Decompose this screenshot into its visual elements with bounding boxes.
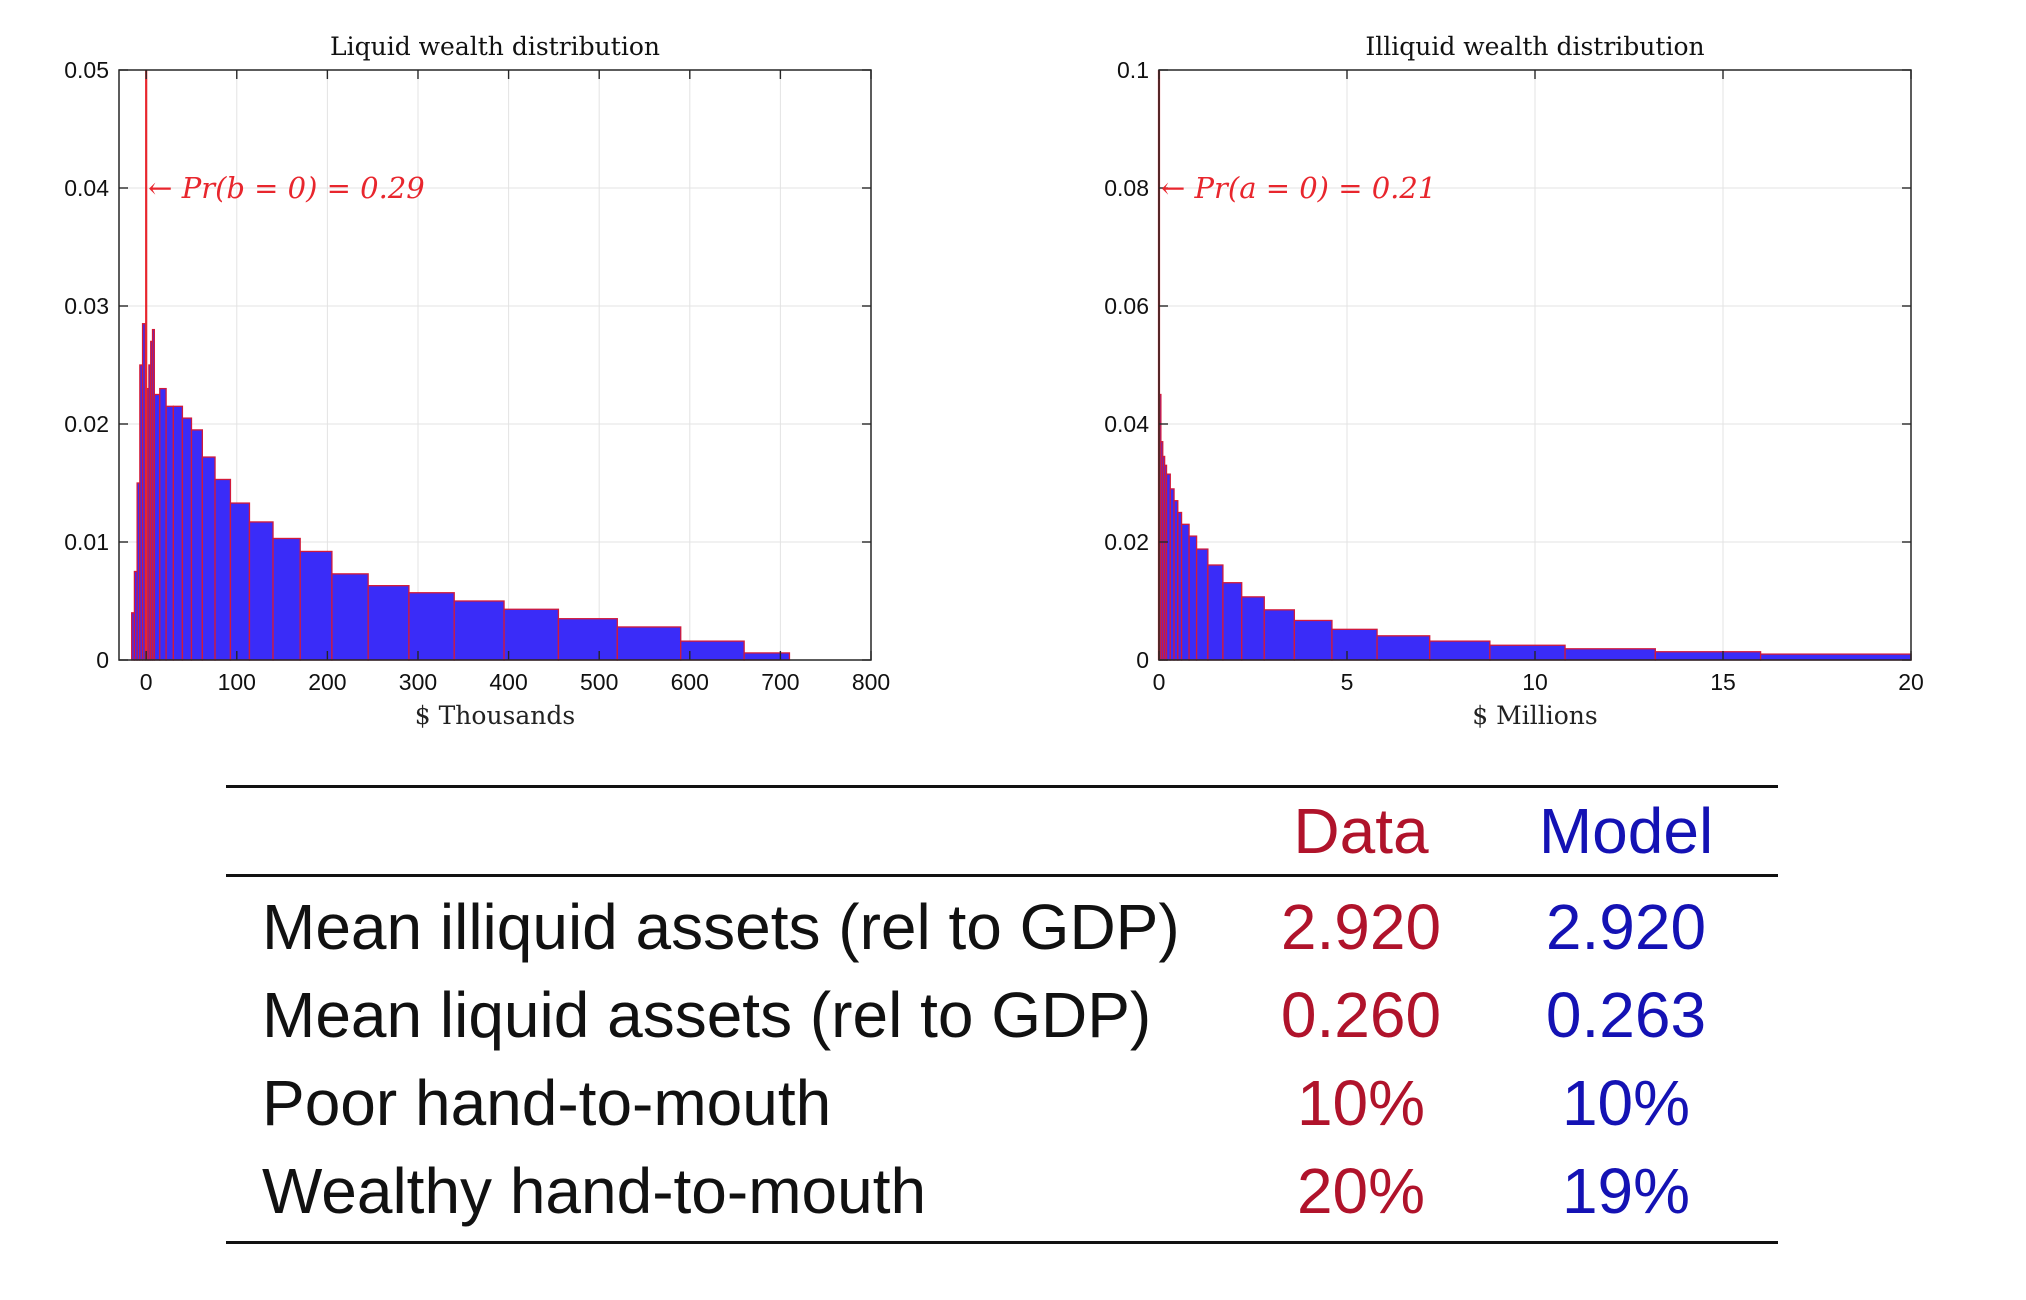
row-data-value: 20% — [1296, 1155, 1426, 1227]
illiquid-histogram-bar — [1489, 644, 1566, 661]
liquid-annotation: ← Pr(b = 0) = 0.29 — [148, 171, 425, 205]
liquid-x-tick-label: 400 — [489, 669, 527, 695]
row-data-value: 0.260 — [1280, 979, 1442, 1051]
liquid-histogram-bar — [201, 456, 216, 661]
illiquid-histogram-bar — [1188, 535, 1198, 661]
liquid-histogram-bar — [299, 550, 333, 661]
illiquid-x-tick-label: 10 — [1522, 669, 1548, 695]
header-model: Model — [1538, 795, 1714, 867]
liquid-y-tick-label: 0.02 — [64, 411, 109, 437]
liquid-histogram-bar — [367, 585, 410, 661]
liquid-histogram-bar — [272, 537, 301, 661]
liquid-histogram-bar — [214, 478, 232, 661]
row-label: Mean illiquid assets (rel to GDP) — [262, 891, 1180, 963]
illiquid-chart-title: Illiquid wealth distribution — [1365, 32, 1704, 61]
liquid-x-tick-label: 300 — [399, 669, 437, 695]
liquid-x-axis-label: $ Thousands — [415, 701, 575, 730]
liquid-histogram-bar — [181, 417, 193, 661]
illiquid-histogram-bar — [1293, 619, 1333, 661]
liquid-histogram-bar — [229, 502, 251, 661]
table-row: Wealthy hand-to-mouth 20% 19% — [226, 1147, 1778, 1235]
liquid-x-tick-label: 0 — [140, 669, 153, 695]
summary-table: Data Model Mean illiquid assets (rel to … — [226, 785, 1778, 1244]
illiquid-histogram-bar — [1429, 640, 1491, 661]
illiquid-histogram-bar — [1180, 523, 1190, 661]
liquid-axes-box — [118, 69, 872, 661]
illiquid-x-tick-label: 5 — [1341, 669, 1354, 695]
table-bottom-rule — [226, 1241, 1778, 1244]
row-model-value: 2.920 — [1545, 891, 1707, 963]
illiquid-histogram-bar — [1263, 609, 1296, 661]
illiquid-x-tick-label: 0 — [1153, 669, 1166, 695]
liquid-histogram-bar — [743, 652, 791, 661]
illiquid-histogram-bar — [1654, 651, 1762, 661]
row-label: Wealthy hand-to-mouth — [262, 1155, 927, 1227]
illiquid-histogram-bar — [1564, 648, 1656, 661]
illiquid-histogram-bar — [1331, 628, 1378, 661]
liquid-chart-title: Liquid wealth distribution — [330, 32, 660, 61]
liquid-histogram-bar — [453, 600, 505, 661]
illiquid-x-tick-label: 15 — [1710, 669, 1736, 695]
charts-canvas: 0 100 200 300 400 500 600 700 80000.010.020.030.… — [64, 32, 1924, 730]
liquid-x-tick-label: 700 — [761, 669, 799, 695]
table-top-rule — [226, 785, 1778, 788]
row-model-value: 10% — [1561, 1067, 1691, 1139]
illiquid-x-tick-label: 20 — [1898, 669, 1924, 695]
liquid-histogram-bar — [172, 405, 184, 661]
illiquid-histogram-bar — [1759, 653, 1912, 661]
table-header-row: Data Model — [226, 788, 1778, 874]
table-row: Mean liquid assets (rel to GDP) 0.260 0.… — [226, 971, 1778, 1059]
row-model-value: 0.263 — [1545, 979, 1707, 1051]
illiquid-y-tick-label: 0.1 — [1117, 57, 1149, 83]
liquid-histogram-bar — [408, 592, 455, 661]
table-row: Poor hand-to-mouth 10% 10% — [226, 1059, 1778, 1147]
row-label: Mean liquid assets (rel to GDP) — [262, 979, 1152, 1051]
illiquid-histogram-bar — [1222, 582, 1243, 661]
liquid-histogram-bar — [159, 387, 167, 661]
header-data: Data — [1293, 795, 1429, 867]
illiquid-histogram-bar — [1376, 635, 1431, 661]
row-model-value: 19% — [1561, 1155, 1691, 1227]
illiquid-y-tick-label: 0 — [1136, 647, 1149, 673]
liquid-y-tick-label: 0.03 — [64, 293, 109, 319]
illiquid-y-tick-label: 0.04 — [1104, 411, 1149, 437]
liquid-y-tick-label: 0.01 — [64, 529, 109, 555]
liquid-x-tick-label: 100 — [218, 669, 256, 695]
table-row: Mean illiquid assets (rel to GDP) 2.920 … — [226, 883, 1778, 971]
illiquid-histogram-bar — [1241, 596, 1265, 661]
liquid-histogram-bar — [153, 393, 161, 661]
liquid-histogram-bar — [616, 626, 682, 661]
liquid-histogram-bar — [248, 521, 274, 661]
illiquid-histogram-bar — [1195, 548, 1209, 661]
table-body: Mean illiquid assets (rel to GDP) 2.920 … — [226, 877, 1778, 1241]
row-label: Poor hand-to-mouth — [262, 1067, 832, 1139]
liquid-y-tick-label: 0 — [96, 647, 109, 673]
liquid-histogram-bar — [331, 573, 369, 661]
liquid-y-tick-label: 0.04 — [64, 175, 109, 201]
liquid-x-tick-label: 800 — [852, 669, 890, 695]
illiquid-y-tick-label: 0.06 — [1104, 293, 1149, 319]
table-header-rule — [226, 874, 1778, 877]
liquid-x-tick-label: 600 — [671, 669, 709, 695]
liquid-histogram-bar — [503, 608, 560, 661]
liquid-x-tick-label: 200 — [308, 669, 346, 695]
illiquid-x-axis-label: $ Millions — [1472, 701, 1597, 730]
illiquid-y-tick-label: 0.08 — [1104, 175, 1149, 201]
row-data-value: 10% — [1296, 1067, 1426, 1139]
liquid-histogram-bar — [190, 429, 204, 661]
liquid-x-tick-label: 500 — [580, 669, 618, 695]
illiquid-histogram-bar — [1207, 564, 1224, 661]
illiquid-y-tick-label: 0.02 — [1104, 529, 1149, 555]
liquid-histogram-bar — [557, 618, 618, 661]
liquid-histogram-bar — [165, 405, 175, 661]
row-data-value: 2.920 — [1280, 891, 1442, 963]
illiquid-annotation: ← Pr(a = 0) = 0.21 — [1161, 171, 1436, 205]
liquid-y-tick-label: 0.05 — [64, 57, 109, 83]
